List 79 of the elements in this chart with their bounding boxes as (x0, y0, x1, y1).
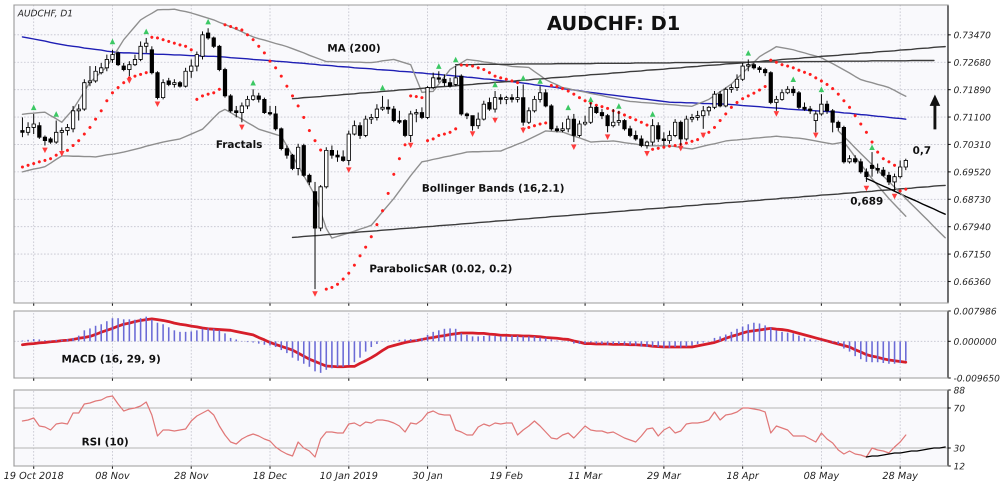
annotation: 0,7 (913, 146, 930, 156)
point (30, 104, 36, 110)
annotation: ParabolicSAR (0.02, 0.2) (370, 264, 512, 274)
y-tick-label: 0.70310 (954, 141, 990, 148)
line-series (22, 108, 906, 239)
line-series (292, 184, 946, 238)
annotation: RSI (10) (82, 437, 128, 447)
point (571, 144, 577, 150)
y-tick-label: -0.009650 (954, 374, 1000, 382)
annotation: AUDCHF, D1 (17, 10, 72, 18)
point (790, 76, 796, 82)
point (745, 50, 752, 56)
y-tick-label: 30 (954, 444, 965, 452)
x-tick-label: 19 Feb (490, 472, 522, 480)
point (520, 128, 526, 134)
point (537, 78, 543, 84)
y-tick-label: 0.67940 (954, 223, 990, 230)
x-tick-label: 11 Mar (568, 472, 602, 480)
point (588, 96, 594, 102)
point (110, 38, 116, 44)
annotation: 0,689 (850, 196, 883, 206)
point (154, 101, 160, 107)
annotation: MA (200) (328, 44, 380, 54)
point (565, 104, 571, 110)
y-tick-label: 0.007986 (954, 308, 996, 315)
point (126, 78, 132, 84)
point (604, 134, 610, 140)
point (864, 186, 870, 192)
point (492, 118, 498, 124)
point (818, 86, 824, 92)
line-series (22, 395, 906, 458)
x-tick-label: 18 Dec (253, 472, 288, 480)
point (143, 28, 149, 34)
annotation: MACD (16, 29, 9) (62, 354, 160, 364)
y-tick-label: 0.73470 (954, 32, 990, 38)
point (813, 132, 819, 138)
x-tick-label: 08 Nov (96, 472, 130, 480)
point (644, 151, 650, 157)
point (520, 75, 526, 81)
point (312, 291, 318, 297)
x-tick-label: 28 May (882, 472, 918, 481)
y-tick-label: 0.72680 (954, 58, 990, 66)
y-tick-label: 0.66360 (954, 278, 990, 286)
x-tick-label: 30 Jan (412, 472, 442, 481)
x-tick-label: 10 Jan 2019 (320, 472, 378, 481)
x-tick-label: 29 Mar (646, 472, 682, 480)
point (892, 194, 898, 200)
annotation: Bollinger Bands (16,2.1) (422, 184, 564, 194)
point (346, 167, 352, 173)
y-tick-label: 0.000000 (954, 338, 996, 345)
y-tick-label: 0.71100 (954, 114, 990, 121)
y-tick-label: 0.71890 (954, 86, 990, 94)
point (205, 18, 211, 24)
x-tick-label: 18 Apr (726, 472, 760, 481)
point (380, 84, 386, 90)
y-tick-label: 0.68730 (954, 196, 990, 203)
line-series (21, 318, 908, 368)
point (42, 148, 48, 154)
point (436, 63, 442, 69)
annotation: Fractals (216, 140, 262, 148)
line-series (292, 46, 946, 100)
y-tick-label: 0.69520 (954, 168, 990, 176)
y-tick-label: 0.67150 (954, 250, 990, 258)
point (250, 80, 256, 86)
y-tick-label: 70 (954, 404, 965, 412)
x-tick-label: 08 May (804, 472, 840, 481)
point (408, 142, 414, 148)
x-tick-label: 19 Oct 2018 (4, 472, 64, 480)
point (678, 146, 684, 152)
point (869, 144, 875, 150)
line-series (838, 130, 946, 238)
chart-title: AUDCHF: D1 (547, 16, 679, 30)
y-tick-label: 12 (954, 462, 964, 470)
line-series (866, 446, 946, 458)
x-tick-label: 28 Nov (174, 472, 209, 480)
point (774, 111, 780, 117)
point (59, 151, 65, 157)
y-tick-label: 88 (954, 386, 965, 394)
point (239, 124, 245, 130)
